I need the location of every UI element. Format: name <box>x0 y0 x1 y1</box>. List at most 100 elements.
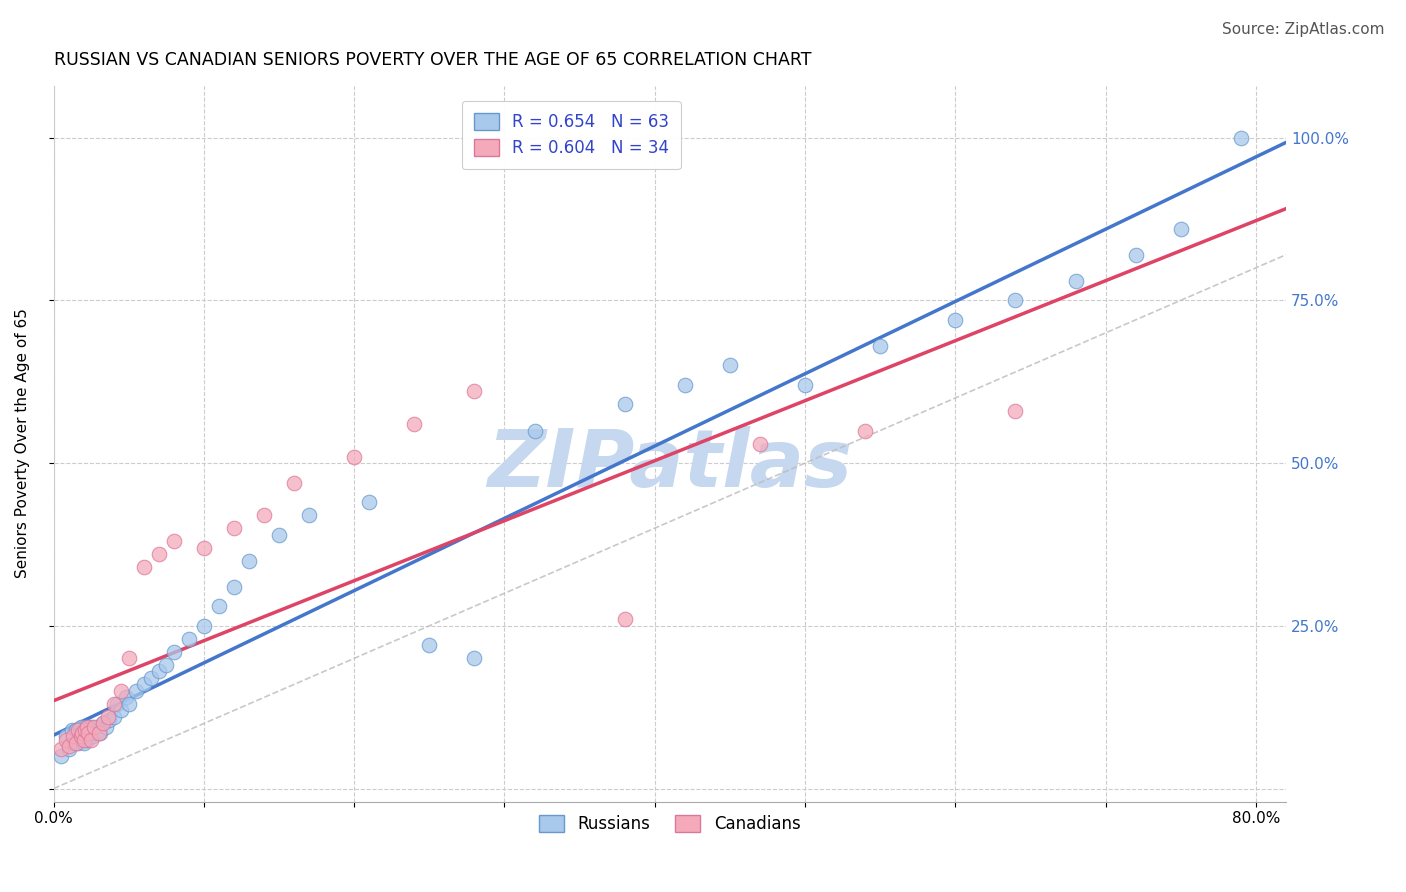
Point <box>55 730 77 744</box>
Point <box>82 730 104 744</box>
Y-axis label: Seniors Poverty Over the Age of 65: Seniors Poverty Over the Age of 65 <box>15 309 30 579</box>
Point <box>463 384 485 399</box>
Point <box>148 665 170 679</box>
Point <box>749 436 772 450</box>
Point <box>77 723 100 737</box>
Point <box>58 739 80 754</box>
Point <box>613 612 636 626</box>
Point <box>65 736 87 750</box>
Point <box>298 508 321 523</box>
Point <box>163 534 186 549</box>
Legend: Russians, Canadians: Russians, Canadians <box>529 805 810 843</box>
Point <box>67 726 90 740</box>
Point <box>163 645 186 659</box>
Point <box>70 730 93 744</box>
Point <box>1064 274 1087 288</box>
Point <box>222 521 245 535</box>
Point <box>73 736 96 750</box>
Point <box>943 313 966 327</box>
Point <box>208 599 231 614</box>
Point <box>76 726 98 740</box>
Point <box>65 723 87 737</box>
Point <box>87 726 110 740</box>
Point <box>62 736 84 750</box>
Point <box>155 657 177 672</box>
Point <box>80 732 103 747</box>
Point <box>132 677 155 691</box>
Point <box>83 720 105 734</box>
Point <box>69 730 91 744</box>
Point <box>253 508 276 523</box>
Text: RUSSIAN VS CANADIAN SENIORS POVERTY OVER THE AGE OF 65 CORRELATION CHART: RUSSIAN VS CANADIAN SENIORS POVERTY OVER… <box>53 51 811 69</box>
Point <box>1125 248 1147 262</box>
Point <box>66 736 89 750</box>
Point <box>418 638 440 652</box>
Point <box>105 697 128 711</box>
Point <box>359 495 381 509</box>
Point <box>343 450 366 464</box>
Point <box>103 710 125 724</box>
Point <box>404 417 426 431</box>
Point <box>77 726 100 740</box>
Point <box>141 671 163 685</box>
Point <box>91 716 114 731</box>
Point <box>177 632 200 646</box>
Point <box>80 726 103 740</box>
Text: Source: ZipAtlas.com: Source: ZipAtlas.com <box>1222 22 1385 37</box>
Point <box>463 651 485 665</box>
Point <box>96 720 118 734</box>
Point <box>125 684 148 698</box>
Point <box>193 541 215 555</box>
Point <box>110 703 132 717</box>
Point <box>148 547 170 561</box>
Point <box>69 720 91 734</box>
Point <box>118 697 141 711</box>
Point <box>869 339 891 353</box>
Point <box>49 749 72 764</box>
Point <box>118 651 141 665</box>
Point <box>70 726 93 740</box>
Point <box>132 560 155 574</box>
Point <box>1170 221 1192 235</box>
Point <box>613 397 636 411</box>
Point <box>69 732 91 747</box>
Point <box>55 732 77 747</box>
Point <box>110 684 132 698</box>
Point <box>89 726 111 740</box>
Point <box>1230 130 1253 145</box>
Point <box>794 378 817 392</box>
Point <box>91 716 114 731</box>
Point <box>853 424 876 438</box>
Point <box>1004 293 1026 308</box>
Point <box>60 723 83 737</box>
Point <box>283 475 305 490</box>
Point <box>75 730 97 744</box>
Point <box>238 554 260 568</box>
Point <box>98 713 121 727</box>
Point <box>523 424 546 438</box>
Point <box>1004 404 1026 418</box>
Point <box>193 619 215 633</box>
Point <box>75 723 97 737</box>
Point <box>97 710 120 724</box>
Point <box>62 730 84 744</box>
Point <box>87 723 110 737</box>
Point <box>80 720 103 734</box>
Point <box>103 697 125 711</box>
Point <box>73 723 96 737</box>
Point <box>83 723 105 737</box>
Point <box>76 732 98 747</box>
Point <box>76 720 98 734</box>
Point <box>114 690 136 705</box>
Text: ZIPatlas: ZIPatlas <box>488 426 852 504</box>
Point <box>66 723 89 737</box>
Point <box>86 720 108 734</box>
Point <box>79 730 101 744</box>
Point <box>267 527 290 541</box>
Point <box>65 730 87 744</box>
Point <box>673 378 696 392</box>
Point <box>58 742 80 756</box>
Point <box>718 359 741 373</box>
Point <box>84 726 107 740</box>
Point <box>222 580 245 594</box>
